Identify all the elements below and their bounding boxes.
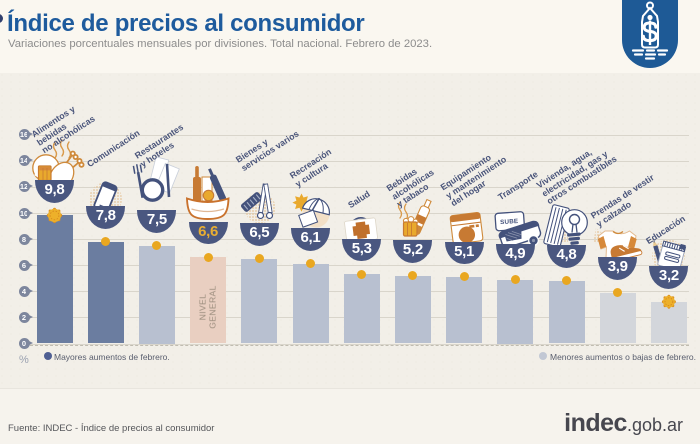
svg-text:SUBE: SUBE [500,218,519,226]
